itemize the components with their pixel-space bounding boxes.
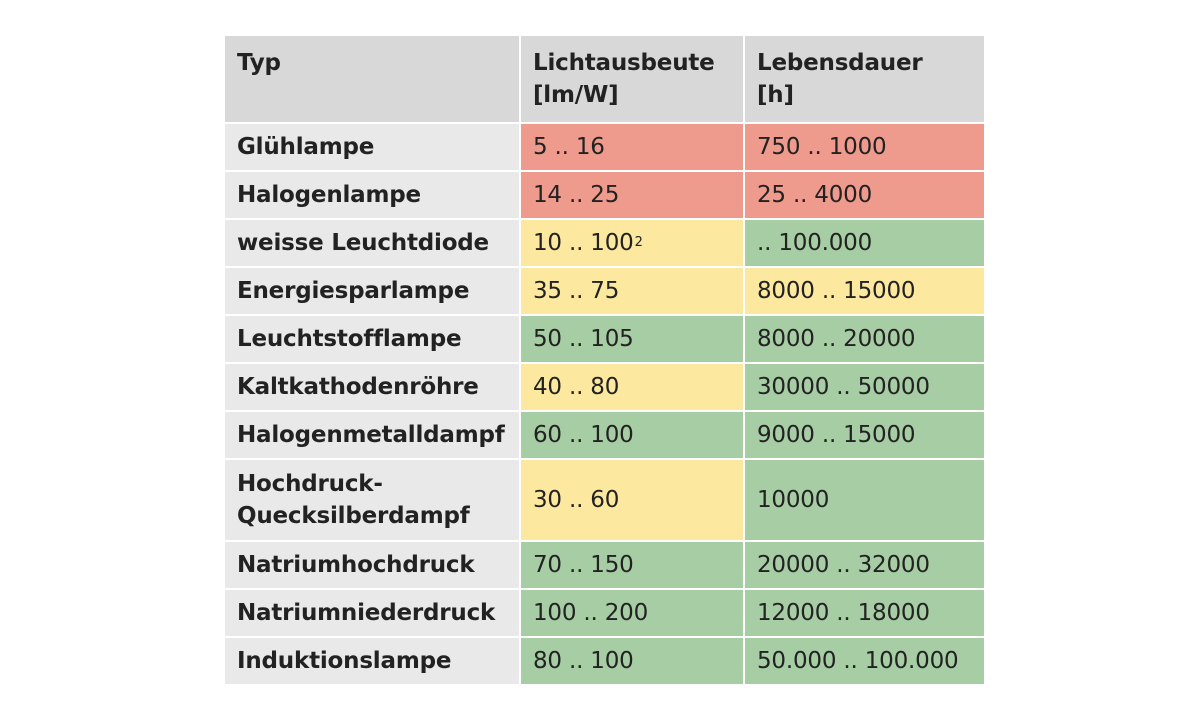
lamp-type-cell: Induktionslampe <box>225 638 519 684</box>
table-row: Leuchtstofflampe 50 .. 105 8000 .. 20000 <box>225 314 984 362</box>
table-row: Hochdruck- Quecksilberdampf 30 .. 60 100… <box>225 458 984 540</box>
table-row: Induktionslampe 80 .. 100 50.000 .. 100.… <box>225 636 984 684</box>
lamp-type-cell: Natriumniederdruck <box>225 590 519 636</box>
luminous-efficacy-cell: 35 .. 75 <box>519 268 743 314</box>
luminous-efficacy-cell: 100 .. 200 <box>519 590 743 636</box>
table-header-row: Typ Lichtausbeute [lm/W] Lebensdauer [h] <box>225 36 984 122</box>
table-row: Natriumhochdruck 70 .. 150 20000 .. 3200… <box>225 540 984 588</box>
header-luminous-efficacy: Lichtausbeute [lm/W] <box>519 36 743 122</box>
luminous-efficacy-value: 35 .. 75 <box>533 278 620 304</box>
luminous-efficacy-cell: 30 .. 60 <box>519 460 743 540</box>
luminous-efficacy-value: 40 .. 80 <box>533 374 620 400</box>
lamp-type-cell: weisse Leuchtdiode <box>225 220 519 266</box>
lifetime-cell: 8000 .. 15000 <box>743 268 984 314</box>
lamp-comparison-table: Typ Lichtausbeute [lm/W] Lebensdauer [h]… <box>225 36 984 684</box>
luminous-efficacy-cell: 80 .. 100 <box>519 638 743 684</box>
lifetime-cell: 12000 .. 18000 <box>743 590 984 636</box>
luminous-efficacy-value: 10 .. 100 <box>533 230 634 256</box>
luminous-efficacy-value: 14 .. 25 <box>533 182 620 208</box>
lamp-type-cell: Halogenmetalldampf <box>225 412 519 458</box>
lifetime-cell: 750 .. 1000 <box>743 124 984 170</box>
lifetime-cell: 8000 .. 20000 <box>743 316 984 362</box>
luminous-efficacy-cell: 60 .. 100 <box>519 412 743 458</box>
lamp-type-cell: Kaltkathodenröhre <box>225 364 519 410</box>
luminous-efficacy-value: 70 .. 150 <box>533 552 634 578</box>
luminous-efficacy-value: 5 .. 16 <box>533 134 605 160</box>
lifetime-cell: 30000 .. 50000 <box>743 364 984 410</box>
lifetime-cell: 20000 .. 32000 <box>743 542 984 588</box>
luminous-efficacy-value: 60 .. 100 <box>533 422 634 448</box>
luminous-efficacy-value: 80 .. 100 <box>533 648 634 674</box>
lamp-type-cell: Hochdruck- Quecksilberdampf <box>225 460 519 540</box>
luminous-efficacy-cell: 14 .. 25 <box>519 172 743 218</box>
luminous-efficacy-cell: 5 .. 16 <box>519 124 743 170</box>
luminous-efficacy-cell: 50 .. 105 <box>519 316 743 362</box>
lifetime-cell: 50.000 .. 100.000 <box>743 638 984 684</box>
lamp-type-cell: Halogenlampe <box>225 172 519 218</box>
table-row: Kaltkathodenröhre 40 .. 80 30000 .. 5000… <box>225 362 984 410</box>
table-row: Natriumniederdruck 100 .. 200 12000 .. 1… <box>225 588 984 636</box>
luminous-efficacy-cell: 40 .. 80 <box>519 364 743 410</box>
lamp-type-cell: Energiesparlampe <box>225 268 519 314</box>
header-lifetime: Lebensdauer [h] <box>743 36 984 122</box>
header-type: Typ <box>225 36 519 122</box>
table-row: weisse Leuchtdiode 10 .. 100 2 .. 100.000 <box>225 218 984 266</box>
table-row: Energiesparlampe 35 .. 75 8000 .. 15000 <box>225 266 984 314</box>
lamp-type-cell: Natriumhochdruck <box>225 542 519 588</box>
lifetime-cell: 9000 .. 15000 <box>743 412 984 458</box>
table-row: Halogenlampe 14 .. 25 25 .. 4000 <box>225 170 984 218</box>
table-row: Glühlampe 5 .. 16 750 .. 1000 <box>225 122 984 170</box>
lifetime-cell: .. 100.000 <box>743 220 984 266</box>
lamp-type-cell: Glühlampe <box>225 124 519 170</box>
luminous-efficacy-value: 30 .. 60 <box>533 487 620 513</box>
lifetime-cell: 10000 <box>743 460 984 540</box>
luminous-efficacy-value: 100 .. 200 <box>533 600 649 626</box>
table-row: Halogenmetalldampf 60 .. 100 9000 .. 150… <box>225 410 984 458</box>
lifetime-cell: 25 .. 4000 <box>743 172 984 218</box>
luminous-efficacy-value: 50 .. 105 <box>533 326 634 352</box>
luminous-efficacy-cell: 10 .. 100 2 <box>519 220 743 266</box>
luminous-efficacy-cell: 70 .. 150 <box>519 542 743 588</box>
lamp-type-cell: Leuchtstofflampe <box>225 316 519 362</box>
